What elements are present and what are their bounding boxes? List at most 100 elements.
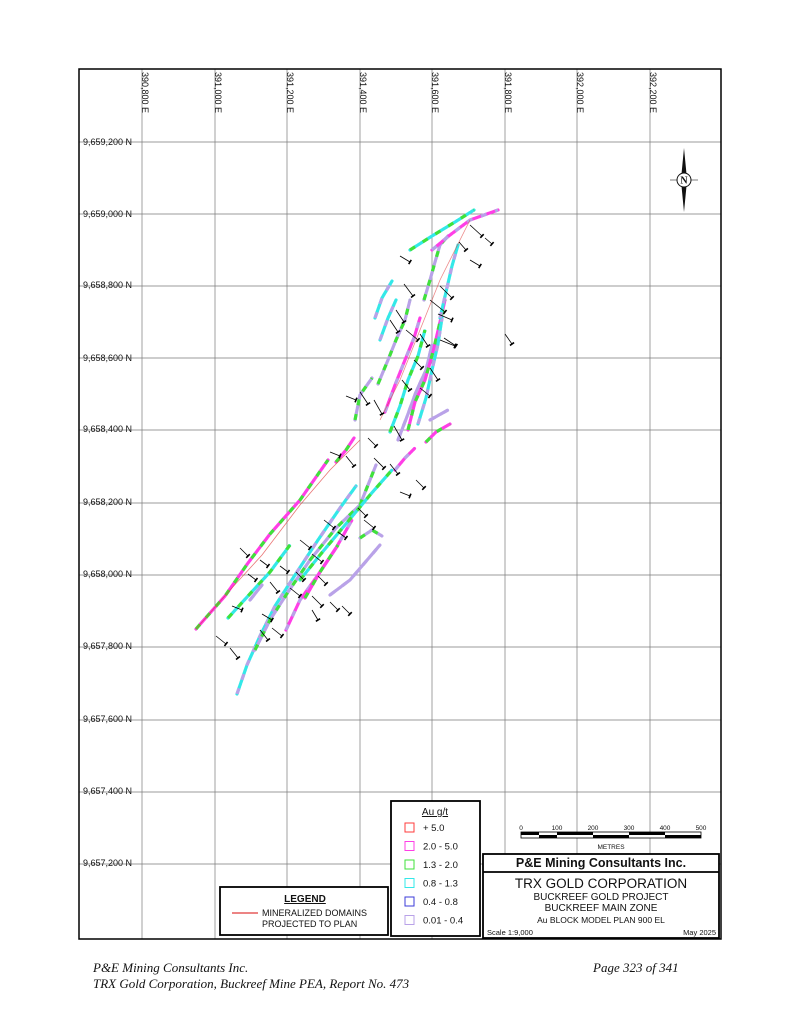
coordinate-grid [79, 69, 721, 939]
drillhole-end [415, 337, 421, 343]
drillhole-end [371, 525, 377, 531]
drillhole-end [235, 655, 241, 661]
drillhole-end [373, 443, 379, 449]
drillhole-end [265, 637, 271, 643]
drillhole-end [347, 611, 353, 617]
scale-bar-segment [521, 832, 539, 835]
drillhole-trace [373, 399, 383, 415]
easting-label: 391,800 E [503, 72, 513, 113]
au-legend-label: + 5.0 [423, 823, 444, 834]
au-legend-title: Au g/t [422, 807, 448, 818]
drillhole-trace [231, 605, 243, 611]
au-legend-swatch [404, 915, 415, 925]
drillhole-trace [299, 539, 311, 549]
au-legend-label: 0.4 - 0.8 [423, 897, 458, 908]
drillhole-end [419, 365, 425, 371]
drillhole-trace [337, 531, 347, 539]
au-legend-label: 0.8 - 1.3 [423, 879, 458, 890]
drillhole-end [449, 295, 455, 301]
drillhole-end [265, 563, 271, 569]
drillhole-end [279, 633, 285, 639]
mineralized-domain-line [379, 219, 471, 421]
project-name: BUCKREEF GOLD PROJECT [533, 892, 668, 903]
drillhole-trace [345, 455, 355, 467]
footer-page-number: Page 323 of 341 [593, 960, 679, 975]
drillhole-end [399, 438, 405, 442]
block-strand-accent [235, 485, 358, 695]
drillhole-end [421, 485, 427, 491]
block-strand-accent [359, 528, 383, 540]
drillhole-end [343, 535, 349, 541]
block-strand-accent [248, 584, 264, 601]
drillhole-end [323, 581, 329, 587]
drillhole-trace [437, 313, 453, 321]
drillhole-end [275, 589, 281, 595]
drillhole-end [301, 577, 307, 583]
drillhole-trace [261, 613, 273, 621]
drillhole-end [270, 617, 274, 623]
drillhole-trace [259, 559, 269, 567]
domain-legend: LEGEND MINERALIZED DOMAINS PROJECTED TO … [219, 886, 389, 936]
block-strand [378, 298, 398, 342]
drillhole-end [401, 319, 407, 325]
drillhole-trace [443, 337, 457, 347]
northing-label: 9,658,800 N [83, 280, 132, 290]
drillhole-end [307, 545, 313, 551]
scale-bar-segment [557, 832, 593, 835]
northing-label: 9,658,400 N [83, 424, 132, 434]
easting-labels: 390,800 E 391,000 E 391,200 E 391,400 E … [140, 72, 658, 113]
drillhole-trace [357, 507, 367, 517]
drillhole-trace [405, 329, 419, 341]
drillhole-trace [247, 573, 257, 581]
scale-bar-segment [593, 835, 629, 838]
mineralized-domain-line [195, 439, 361, 630]
block-strand [353, 376, 374, 422]
easting-label: 391,600 E [430, 72, 440, 113]
drillhole-end [408, 493, 412, 499]
block-model-features [194, 208, 500, 696]
drillhole-trace [393, 425, 403, 441]
easting-label: 391,200 E [285, 72, 295, 113]
drillhole-trace [469, 224, 483, 237]
scale-tick: 100 [552, 825, 563, 832]
block-strand-accent [429, 408, 449, 422]
drillhole-trace [401, 379, 411, 391]
drillhole-end [427, 393, 433, 399]
scale-tick: 500 [696, 825, 707, 832]
drillhole-trace [429, 367, 439, 381]
au-legend-swatch [404, 859, 415, 870]
northing-label: 9,657,200 N [83, 858, 132, 868]
drillhole-end [240, 607, 244, 613]
block-strand-accent [424, 422, 451, 444]
northing-label: 9,659,000 N [83, 209, 132, 219]
drillhole-trace [419, 333, 429, 347]
block-strand-accent [253, 464, 378, 651]
drillhole-end [253, 577, 259, 583]
drillhole-trace [317, 575, 327, 585]
drillhole-trace [413, 359, 423, 369]
drillhole-trace [341, 605, 351, 615]
drillhole-trace [395, 309, 405, 323]
drillhole-trace [419, 387, 431, 397]
drillhole-end [435, 377, 441, 383]
drillhole-trace [415, 479, 425, 489]
scale-tick: 200 [588, 825, 599, 832]
block-strand-accent [388, 329, 427, 433]
drillhole-end [453, 343, 459, 349]
drillhole-trace [329, 451, 341, 457]
drillhole-trace [239, 547, 249, 557]
block-strand-accent [376, 299, 412, 385]
drillhole-trace [259, 629, 269, 641]
easting-label: 392,200 E [648, 72, 658, 113]
au-grade-legend: Au g/t + 5.0 2.0 - 5.0 1.3 - 2.0 0.8 - 1.3 0… [390, 800, 481, 937]
block-strand-accent [194, 459, 330, 631]
drillhole-end [319, 559, 325, 565]
au-legend-label: 2.0 - 5.0 [423, 842, 458, 853]
drillhole-trace [469, 259, 481, 267]
au-legend-label: 0.01 - 0.4 [423, 916, 463, 927]
footer-report: TRX Gold Corporation, Buckreef Mine PEA,… [93, 976, 410, 991]
northing-label: 9,657,600 N [83, 714, 132, 724]
block-strand-accent [396, 344, 434, 441]
drillhole-trace [311, 553, 323, 563]
scale-unit: METRES [597, 844, 625, 851]
